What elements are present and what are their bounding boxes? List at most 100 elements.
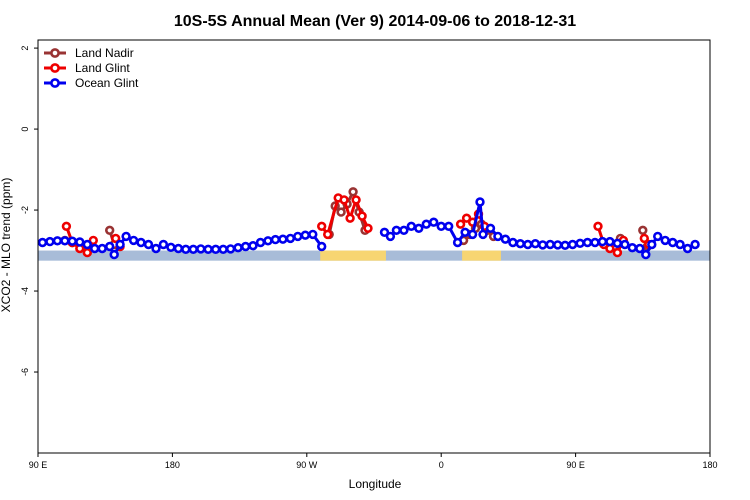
data-point [225,244,236,254]
data-point [675,239,685,250]
data-point [104,241,115,252]
data-point [293,231,303,242]
data-point [455,219,466,229]
data-point [567,239,578,250]
y-tick-label: -6 [20,368,30,376]
data-point [593,221,603,232]
data-point [530,239,540,249]
data-point [552,240,563,250]
data-point [173,243,184,254]
data-point [385,231,396,242]
data-point [660,235,670,246]
legend-label: Land Glint [75,61,130,75]
data-point [240,241,251,252]
data-point [399,225,409,236]
series-ocean-glint [37,197,700,260]
series-layer [37,187,700,260]
y-tick-label: -2 [20,206,30,214]
legend-item: Land Glint [44,61,130,75]
data-point [485,223,496,234]
data-point [500,234,511,244]
data-point [620,239,630,250]
plot-frame [37,39,711,454]
data-point [641,249,651,260]
data-point [166,242,176,253]
data-point [627,243,637,253]
y-axis: 2 0 -2 -4 -6 [20,46,38,376]
legend-label: Land Nadir [75,46,134,60]
data-point [690,239,700,250]
legend-item: Land Nadir [44,46,134,60]
data-point [89,243,100,254]
data-point [682,243,693,254]
data-point [575,238,585,249]
data-point [436,221,446,232]
data-point [323,229,333,240]
data-point [121,231,131,242]
legend-label: Ocean Glint [75,76,139,90]
data-point [652,231,663,242]
data-point [88,235,99,246]
x-tick-label: 180 [702,460,717,470]
data-point [300,230,310,240]
data-point [647,239,657,250]
data-point [612,238,623,249]
data-point [158,239,169,250]
chart-title: 10S-5S Annual Mean (Ver 9) 2014-09-06 to… [174,13,576,30]
data-point [336,207,346,217]
data-point [60,236,70,246]
data-point [109,249,119,260]
data-point [285,233,296,244]
data-point [308,229,318,240]
data-point [545,239,555,250]
data-point [508,237,518,248]
data-point [75,237,85,247]
data-point [104,225,115,236]
data-point [357,211,367,221]
data-point [345,213,355,223]
data-point [493,231,503,242]
data-point [181,244,191,255]
data-point [82,239,93,250]
data-point [270,234,281,245]
data-point [317,241,327,252]
data-point [429,217,439,227]
data-point [255,237,266,248]
data-point [136,237,146,248]
data-point [348,187,358,197]
data-point [248,241,258,251]
data-point [590,237,600,248]
data-point [667,237,678,248]
data-point [612,247,623,258]
data-point [475,197,485,207]
land-strip-segment [462,250,501,261]
y-tick-label: 2 [20,46,30,51]
data-point [639,233,649,244]
land-strip-segment [320,250,386,261]
x-tick-label: 180 [165,460,180,470]
data-point [128,235,139,246]
y-axis-label: XCO2 - MLO trend (ppm) [0,178,13,313]
data-point [233,243,243,253]
data-point [537,240,548,250]
data-point [317,221,327,232]
data-point [188,244,199,255]
x-axis: 90 E 180 90 W 0 90 E 180 [29,453,718,470]
data-point [82,247,93,258]
legend-swatch-marker [50,78,60,88]
x-axis-label: Longitude [349,477,402,491]
data-point [605,236,615,247]
data-point [406,221,416,232]
data-point [421,219,431,229]
data-point [52,236,63,246]
data-point [363,223,373,234]
data-point [97,243,107,254]
data-point [263,236,273,246]
data-point [560,240,570,251]
x-tick-label: 90 W [296,460,318,470]
data-point [203,244,213,255]
data-point [523,239,533,250]
y-tick-label: 0 [20,127,30,132]
